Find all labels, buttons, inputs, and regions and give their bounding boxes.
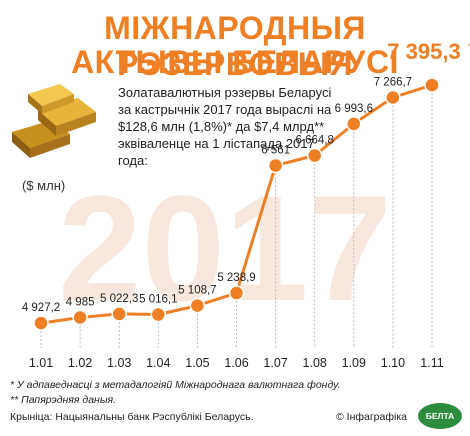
x-tick-label: 1.04 [146, 356, 170, 370]
data-point [267, 157, 284, 174]
data-label: 5 016,1 [139, 294, 177, 306]
gold-bars-icon [8, 80, 100, 167]
footnote-2: ** Папярэдняя даныя. [10, 394, 117, 406]
data-point [150, 306, 167, 323]
data-point [33, 315, 49, 331]
data-label: 6 561 [261, 145, 290, 157]
data-point [346, 116, 362, 132]
x-tick-label: 1.02 [68, 356, 92, 370]
belta-logo: БЕЛТА [418, 403, 462, 429]
data-label: 7 395,3 [387, 39, 460, 64]
data-point [385, 89, 401, 106]
x-tick-label: 1.09 [342, 356, 366, 370]
data-point [424, 77, 440, 93]
watermark-year: 2017 [58, 164, 392, 332]
data-label: 6 993,6 [335, 103, 373, 115]
title-line-2: АКТЫВЫ БЕЛАРУСІ [71, 44, 399, 80]
x-tick-label: 1.07 [263, 356, 287, 370]
source-text: Крыніца: Нацыянальны банк Рэспублікі Бел… [10, 411, 254, 423]
data-label-marker: ** [468, 40, 470, 54]
x-tick-label: 1.10 [381, 356, 405, 370]
footnote-1: * У адпаведнасці з метадалогіяй Міжнарод… [10, 379, 341, 391]
data-label: 5 022,3 [100, 293, 138, 305]
data-label: 6 664,8 [296, 135, 334, 147]
data-point [306, 147, 323, 164]
data-point [111, 306, 127, 322]
x-tick-label: 1.03 [107, 356, 131, 370]
x-tick-label: 1.11 [420, 356, 443, 370]
data-label: 4 985 [66, 297, 95, 309]
title-line-1: МІЖНАРОДНЫЯ РЭЗЕРВОВЫЯ [104, 10, 366, 82]
data-point [228, 285, 245, 301]
x-tick-label: 1.01 [29, 356, 53, 370]
data-point [72, 309, 88, 326]
description-text: Золатавалютныя рэзервы Беларусі за кастр… [118, 85, 332, 168]
x-tick-label: 1.05 [185, 356, 209, 370]
credit-text: © Інфаграфіка [336, 411, 407, 423]
data-label: 4 927,2 [22, 302, 60, 314]
unit-label: ($ млн) [22, 178, 66, 193]
x-tick-label: 1.08 [303, 356, 327, 370]
x-tick-label: 1.06 [224, 356, 248, 370]
data-label: 5 238,9 [217, 272, 255, 284]
data-label: 7 266,7 [374, 76, 412, 88]
data-point [189, 297, 206, 314]
data-label: 5 108,7 [178, 285, 216, 297]
